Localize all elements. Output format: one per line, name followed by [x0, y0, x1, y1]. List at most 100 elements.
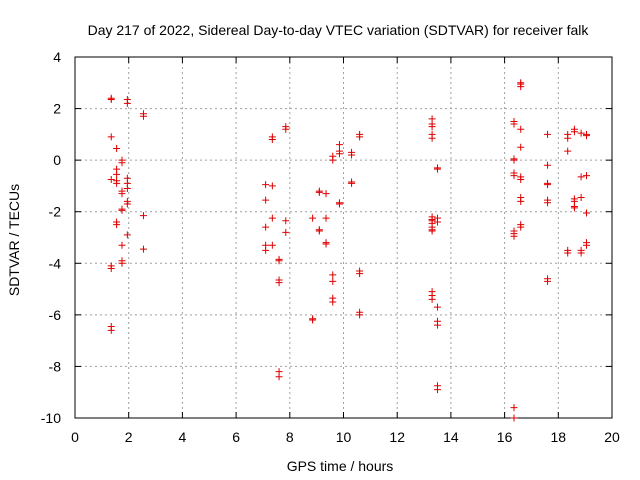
x-tick-label: 4 [179, 429, 187, 445]
data-point [113, 170, 121, 178]
data-point [139, 112, 147, 120]
data-point [433, 165, 441, 173]
data-point [582, 241, 590, 249]
data-point [262, 181, 270, 189]
data-point [544, 199, 552, 207]
data-point [315, 227, 323, 235]
data-point [309, 214, 317, 222]
y-axis-tick-labels: -10 -8 -6 -4 -2 0 2 4 [41, 49, 61, 426]
data-point [510, 156, 518, 164]
data-point [282, 217, 290, 225]
data-point [582, 132, 590, 140]
data-point [577, 129, 585, 137]
data-point [268, 136, 276, 144]
data-point [582, 172, 590, 180]
data-point [123, 200, 131, 208]
x-tick-label: 0 [71, 429, 79, 445]
data-point [139, 212, 147, 220]
data-point [329, 277, 337, 285]
data-point [268, 241, 276, 249]
data-point [348, 179, 356, 187]
x-tick-label: 18 [551, 429, 567, 445]
data-point [262, 196, 270, 204]
y-tick-label: -8 [49, 358, 62, 374]
data-point [262, 223, 270, 231]
x-tick-label: 8 [286, 429, 294, 445]
data-point [544, 181, 552, 189]
data-point [564, 249, 572, 257]
x-axis-label: GPS time / hours [287, 458, 394, 474]
y-tick-label: 2 [53, 101, 61, 117]
data-point [564, 147, 572, 155]
data-point [275, 373, 283, 381]
data-point [335, 141, 343, 149]
data-point [428, 227, 436, 235]
x-tick-label: 2 [125, 429, 133, 445]
data-point [329, 298, 337, 306]
data-point [282, 228, 290, 236]
data-point [268, 182, 276, 190]
x-tick-label: 12 [389, 429, 405, 445]
data-point [577, 249, 585, 257]
data-point [113, 145, 121, 153]
data-point [510, 414, 518, 422]
y-tick-label: -6 [49, 307, 62, 323]
data-point [517, 175, 525, 183]
data-point [570, 204, 578, 212]
data-point [123, 99, 131, 107]
y-tick-label: -2 [49, 204, 62, 220]
data-point [544, 130, 552, 138]
data-point [356, 133, 364, 141]
data-point [517, 143, 525, 151]
x-tick-label: 20 [604, 429, 620, 445]
x-tick-label: 10 [336, 429, 352, 445]
data-point [107, 96, 115, 104]
data-point [309, 316, 317, 324]
data-point [118, 190, 126, 198]
data-point [322, 214, 330, 222]
data-point [107, 133, 115, 141]
y-tick-label: -10 [41, 410, 61, 426]
data-point [428, 134, 436, 142]
data-point [433, 321, 441, 329]
data-point [113, 179, 121, 187]
data-points [107, 79, 590, 422]
data-point [118, 159, 126, 167]
data-point [118, 259, 126, 267]
data-point [428, 295, 436, 303]
data-point [262, 246, 270, 254]
data-point [517, 125, 525, 133]
data-point [322, 190, 330, 198]
data-point [275, 279, 283, 287]
data-point [433, 386, 441, 394]
data-point [348, 151, 356, 159]
data-point [329, 271, 337, 279]
y-axis-label: SDTVAR / TECUs [6, 184, 22, 296]
data-point [107, 264, 115, 272]
data-point [570, 128, 578, 136]
data-point [356, 311, 364, 319]
data-point [329, 156, 337, 164]
axis-ticks [74, 56, 613, 419]
data-point [118, 206, 126, 214]
y-tick-label: 4 [53, 49, 61, 65]
x-tick-label: 16 [497, 429, 513, 445]
data-point [428, 123, 436, 131]
data-point [107, 175, 115, 183]
y-tick-label: -4 [49, 255, 62, 271]
x-tick-label: 6 [232, 429, 240, 445]
grid-lines [75, 57, 612, 418]
x-tick-label: 14 [443, 429, 459, 445]
data-point [517, 197, 525, 205]
data-point [544, 277, 552, 285]
data-point [335, 200, 343, 208]
data-point [113, 221, 121, 229]
data-point [139, 245, 147, 253]
data-point [356, 270, 364, 278]
data-point [335, 150, 343, 158]
data-point [517, 83, 525, 91]
data-point [322, 240, 330, 248]
data-point [544, 161, 552, 169]
data-point [118, 241, 126, 249]
